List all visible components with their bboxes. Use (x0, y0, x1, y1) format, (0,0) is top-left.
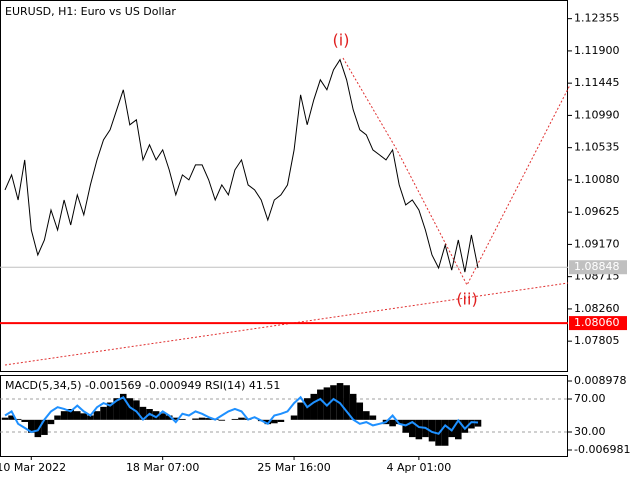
macd-bar (126, 398, 134, 420)
price-line-series (4, 58, 479, 273)
price-label-box (569, 260, 627, 275)
macd-bar (290, 415, 298, 420)
chart-title: EURUSD, H1: Euro vs US Dollar (5, 5, 176, 18)
macd-bar (159, 413, 166, 420)
x-tick-label: 10 Mar 2022 (0, 461, 66, 474)
macd-bar (474, 419, 482, 427)
y-tick-label: -0.006981 (574, 443, 630, 456)
y-tick-label: 1.07805 (574, 334, 620, 347)
macd-bar (192, 418, 199, 420)
macd-bar (389, 419, 396, 427)
macd-bar (14, 418, 22, 420)
macd-bar (428, 419, 436, 442)
y-tick-label: 1.09625 (574, 205, 620, 218)
macd-bar (395, 419, 403, 425)
macd-bar (297, 402, 304, 420)
macd-bar (106, 402, 114, 420)
wave-label: (ii) (456, 290, 477, 309)
indicator-frame (0, 375, 568, 457)
macd-bar (330, 385, 337, 420)
macd-bar (87, 415, 94, 420)
macd-bar (80, 413, 88, 420)
y-tick-label: 1.11445 (574, 76, 620, 89)
y-tick-label: 1.11900 (574, 44, 620, 57)
main-frame (0, 0, 568, 372)
macd-bar (73, 411, 81, 420)
macd-bar (139, 406, 147, 420)
y-tick-label: 1.12355 (574, 12, 620, 25)
wave-label: (i) (333, 31, 350, 50)
macd-bar (363, 411, 370, 420)
macd-bar (67, 409, 74, 420)
macd-bar (60, 411, 68, 420)
macd-bar (47, 419, 55, 425)
macd-bar (415, 419, 423, 440)
y-tick-label: 1.10990 (574, 108, 620, 121)
macd-bar (409, 419, 416, 438)
macd-bar (277, 419, 285, 422)
macd-bar (310, 393, 318, 420)
macd-bar (448, 419, 456, 438)
macd-bar (317, 389, 324, 420)
macd-bar (264, 419, 272, 425)
macd-bar (41, 419, 48, 435)
y-tick-label: 1.10535 (574, 141, 620, 154)
macd-bar (238, 417, 245, 420)
x-tick-label: 4 Apr 01:00 (387, 461, 452, 474)
y-tick-label: 0.008978 (574, 374, 627, 387)
macd-bar (303, 398, 311, 420)
macd-bar (218, 419, 226, 421)
macd-bar (100, 406, 107, 420)
macd-bar (336, 383, 344, 420)
macd-bar (27, 419, 35, 433)
y-tick-label: 1.10080 (574, 173, 620, 186)
macd-bar (356, 402, 364, 420)
y-tick-label: 1.09170 (574, 237, 620, 250)
macd-bar (271, 419, 278, 424)
macd-bar (343, 385, 350, 420)
price-label: 1.08060 (574, 316, 620, 329)
y2-tick-label: 70.00 (574, 392, 606, 405)
macd-bar (93, 411, 101, 420)
y2-tick-label: 30.00 (574, 425, 606, 438)
macd-bar (198, 417, 206, 420)
y-tick-label: 1.08260 (574, 302, 620, 315)
indicator-title: MACD(5,34,5) -0.001569 -0.000949 RSI(14)… (5, 379, 280, 392)
macd-bar (54, 415, 61, 420)
macd-bar (1, 417, 9, 420)
macd-bar (468, 419, 475, 429)
rsi-line (4, 395, 479, 435)
macd-bar (369, 415, 377, 420)
macd-bar (349, 393, 357, 420)
macd-bar (133, 400, 140, 420)
macd-bar (455, 419, 462, 440)
macd-bar (21, 419, 28, 422)
macd-bar (152, 411, 160, 420)
macd-bar (461, 419, 469, 433)
macd-bar (8, 415, 15, 420)
macd-bar (165, 415, 173, 420)
macd-bar (172, 417, 180, 420)
price-label: 1.08848 (574, 260, 620, 273)
macd-bar (441, 419, 449, 446)
macd-bar (119, 393, 127, 420)
wave-line (342, 57, 571, 287)
macd-bar (179, 418, 186, 420)
macd-bar (205, 418, 212, 420)
x-tick-label: 18 Mar 07:00 (126, 461, 199, 474)
macd-bar (231, 418, 239, 420)
x-tick-label: 25 Mar 16:00 (257, 461, 330, 474)
macd-bar (113, 398, 120, 420)
macd-bar (323, 387, 331, 420)
price-label-box (569, 316, 627, 331)
